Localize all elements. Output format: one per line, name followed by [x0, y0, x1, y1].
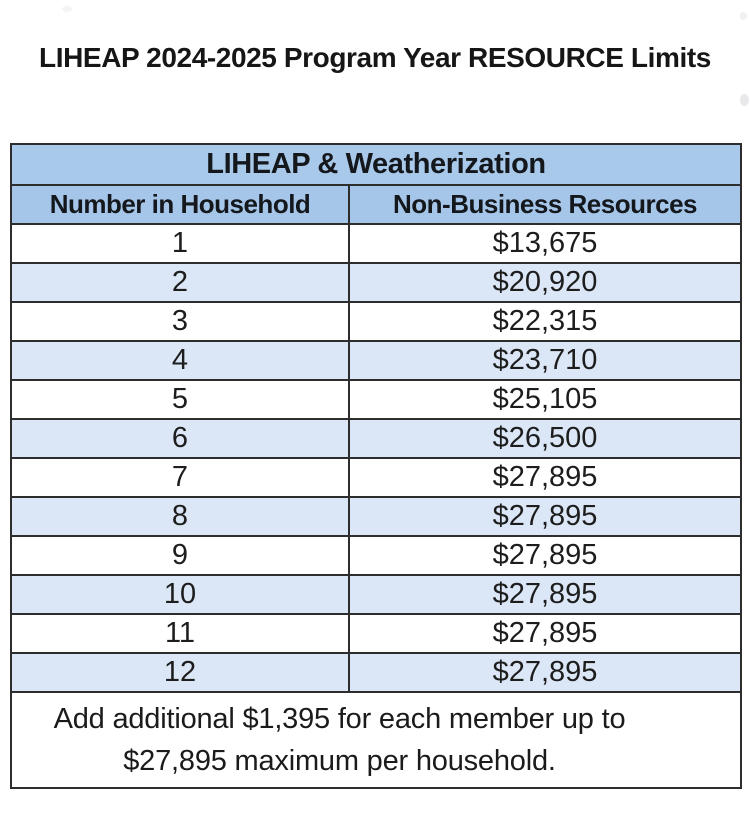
household-size-cell: 11: [10, 613, 350, 654]
table-row: 11 $27,895: [10, 613, 742, 654]
scan-artifact: [740, 94, 749, 106]
scan-artifact: [740, 12, 747, 20]
column-header-row: Number in Household Non-Business Resourc…: [10, 184, 742, 225]
resource-limit-cell: $23,710: [348, 340, 742, 381]
table-row: 10 $27,895: [10, 574, 742, 615]
household-size-cell: 10: [10, 574, 350, 615]
group-header-row: LIHEAP & Weatherization: [10, 143, 742, 186]
table-row: 9 $27,895: [10, 535, 742, 576]
resource-limit-cell: $27,895: [348, 613, 742, 654]
table-row: 2 $20,920: [10, 262, 742, 303]
table-footnote-cell: Add additional $1,395 for each member up…: [10, 691, 742, 789]
household-size-cell: 6: [10, 418, 350, 459]
resource-limit-cell: $13,675: [348, 223, 742, 264]
table-row: 7 $27,895: [10, 457, 742, 498]
resource-limit-cell: $27,895: [348, 652, 742, 693]
footnote-text: Add additional $1,395 for each member up…: [53, 702, 626, 777]
resource-limit-cell: $25,105: [348, 379, 742, 420]
resource-limit-cell: $22,315: [348, 301, 742, 342]
table-row: 12 $27,895: [10, 652, 742, 693]
household-size-cell: 8: [10, 496, 350, 537]
household-size-cell: 9: [10, 535, 350, 576]
household-size-cell: 3: [10, 301, 350, 342]
column-header-resources: Non-Business Resources: [348, 184, 742, 225]
table-row: 5 $25,105: [10, 379, 742, 420]
footnote-row: Add additional $1,395 for each member up…: [10, 691, 742, 789]
table-row: 1 $13,675: [10, 223, 742, 264]
resource-limit-cell: $27,895: [348, 574, 742, 615]
household-size-cell: 2: [10, 262, 350, 303]
resource-limit-cell: $27,895: [348, 535, 742, 576]
resource-limit-cell: $26,500: [348, 418, 742, 459]
table-row: 8 $27,895: [10, 496, 742, 537]
page-title: LIHEAP 2024-2025 Program Year RESOURCE L…: [39, 42, 711, 73]
scan-artifact: [62, 6, 72, 12]
household-size-cell: 4: [10, 340, 350, 381]
column-header-household: Number in Household: [10, 184, 350, 225]
table-row: 4 $23,710: [10, 340, 742, 381]
resource-limit-cell: $27,895: [348, 496, 742, 537]
resource-limit-cell: $20,920: [348, 262, 742, 303]
table-group-header: LIHEAP & Weatherization: [10, 143, 742, 186]
table-row: 3 $22,315: [10, 301, 742, 342]
table-row: 6 $26,500: [10, 418, 742, 459]
household-size-cell: 5: [10, 379, 350, 420]
household-size-cell: 12: [10, 652, 350, 693]
household-size-cell: 7: [10, 457, 350, 498]
household-size-cell: 1: [10, 223, 350, 264]
resource-limits-table: LIHEAP & Weatherization Number in Househ…: [10, 143, 742, 789]
resource-limit-cell: $27,895: [348, 457, 742, 498]
